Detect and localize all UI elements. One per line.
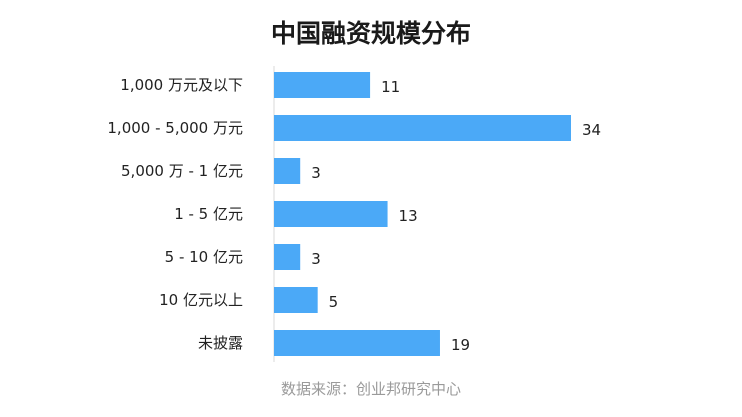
chart-title: 中国融资规模分布 [270,19,471,48]
data-label: 34 [582,121,601,139]
data-label: 19 [451,336,470,354]
bar [274,158,301,184]
data-label: 3 [311,164,321,182]
category-label: 1,000 - 5,000 万元 [107,119,243,137]
chart-source-note: 数据来源：创业邦研究中心 [280,380,461,398]
category-label: 未披露 [198,334,243,352]
category-label: 5,000 万 - 1 亿元 [121,162,243,180]
bar [274,287,318,313]
category-label: 1 - 5 亿元 [174,205,243,223]
data-label: 5 [329,293,339,311]
bars-group: 1,000 万元及以下 11 1,000 - 5,000 万元 34 5,000 万 -… [107,72,601,356]
data-label: 11 [381,78,400,96]
bar [274,244,301,270]
category-label: 5 - 10 亿元 [165,248,243,266]
category-label: 1,000 万元及以下 [120,76,243,94]
bar [274,330,440,356]
bar [274,72,371,98]
data-label: 13 [399,207,418,225]
bar [274,115,571,141]
bar [274,201,388,227]
data-label: 3 [311,250,321,268]
category-label: 10 亿元以上 [159,291,243,309]
